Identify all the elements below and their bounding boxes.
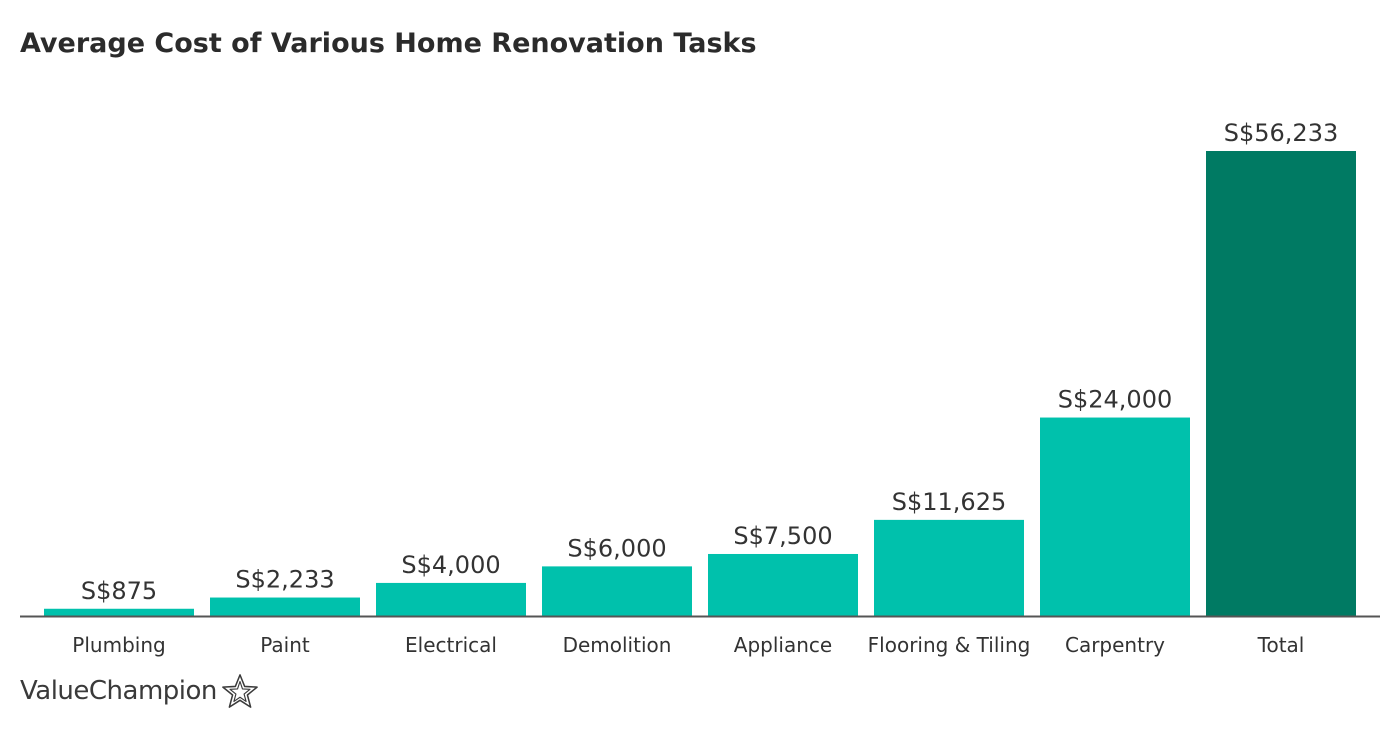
value-label: S$56,233 [1224, 119, 1338, 147]
x-tick-label: Plumbing [72, 633, 165, 657]
brand-logo: ValueChampion [20, 672, 259, 710]
bars-layer [44, 151, 1356, 616]
x-tick-label: Demolition [563, 633, 672, 657]
bar-total [1206, 151, 1356, 616]
value-label: S$24,000 [1058, 386, 1172, 414]
x-tick-label: Flooring & Tiling [868, 633, 1031, 657]
bar-demolition [542, 566, 692, 616]
bar-plumbing [44, 608, 194, 616]
bar-flooring-tiling [874, 519, 1024, 616]
bar-electrical [376, 582, 526, 616]
x-tick-label: Appliance [734, 633, 832, 657]
bar-paint [210, 597, 360, 616]
x-tick-label: Total [1257, 633, 1305, 657]
x-tick-label: Carpentry [1065, 633, 1165, 657]
value-label: S$7,500 [733, 522, 832, 550]
value-label: S$11,625 [892, 488, 1006, 516]
x-tick-label: Electrical [405, 633, 497, 657]
tick-labels-layer: Plumbing Paint Electrical Demolition Applian… [72, 633, 1304, 657]
x-tick-label: Paint [260, 633, 310, 657]
bar-carpentry [1040, 417, 1190, 616]
value-label: S$2,233 [235, 566, 334, 594]
brand-name: ValueChampion [20, 676, 217, 706]
chart-title: Average Cost of Various Home Renovation … [20, 28, 757, 59]
value-label: S$875 [81, 577, 157, 605]
value-label: S$4,000 [401, 551, 500, 579]
bar-appliance [708, 553, 858, 616]
star-outline-icon [222, 674, 258, 708]
value-label: S$6,000 [567, 534, 666, 562]
value-labels-layer: S$875 S$2,233 S$4,000 S$6,000 S$7,500 S$11,62… [81, 119, 1338, 605]
